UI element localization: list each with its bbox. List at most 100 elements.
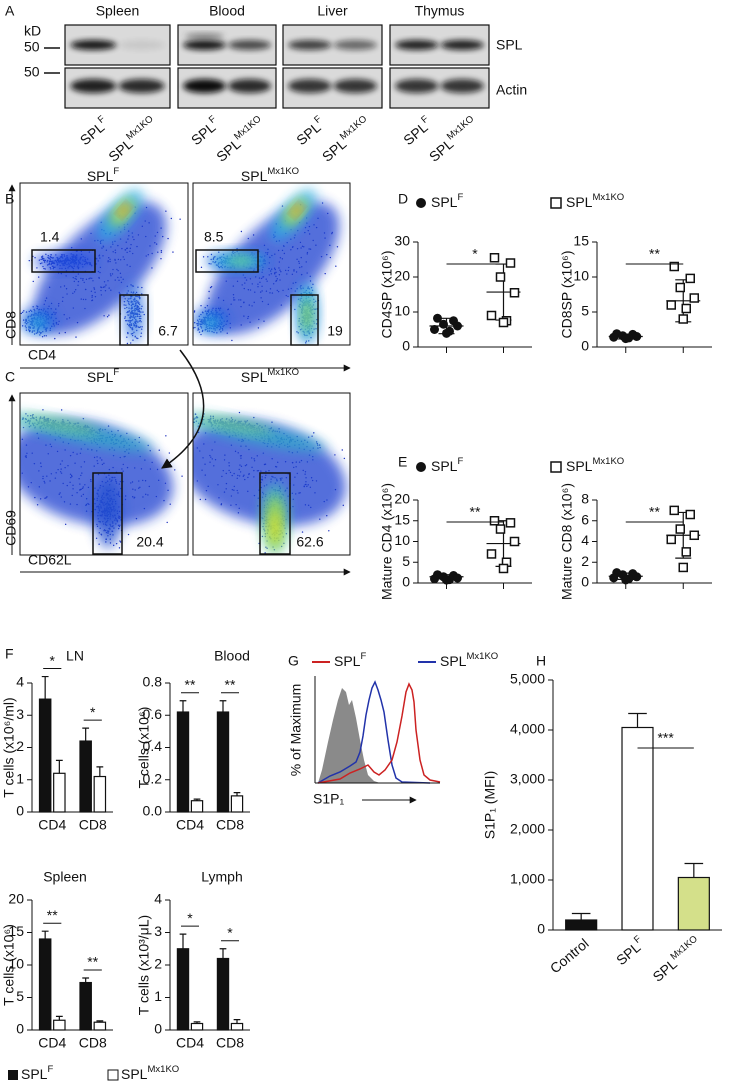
event-dot — [262, 536, 263, 537]
data-point — [621, 334, 630, 343]
label-text: SPL — [87, 369, 114, 385]
data-point — [511, 538, 519, 546]
blot-band — [119, 79, 165, 93]
event-dot — [271, 422, 272, 423]
y-tick-label: 0 — [537, 921, 545, 937]
event-dot — [43, 268, 44, 269]
event-dot — [159, 450, 160, 451]
event-dot — [203, 256, 204, 257]
x-tick-label: Control — [547, 935, 592, 976]
event-dot — [32, 306, 33, 307]
event-dot — [65, 524, 66, 525]
legend-label: SPLMx1KO — [566, 192, 624, 210]
data-point — [507, 519, 515, 527]
event-dot — [328, 530, 329, 531]
label-superscript: F — [113, 166, 119, 177]
y-tick-label: 20 — [394, 268, 410, 284]
event-dot — [342, 449, 343, 450]
label-text: SPL — [566, 458, 593, 474]
axis-label: CD69 — [3, 510, 19, 546]
data-point — [667, 301, 675, 309]
density — [270, 512, 280, 544]
data-point — [609, 573, 618, 582]
significance-label: * — [90, 704, 96, 720]
blot-band — [183, 79, 226, 93]
event-dot — [161, 252, 162, 253]
blot-band — [440, 79, 484, 93]
x-tick-label: CD8 — [216, 1035, 244, 1051]
bar — [54, 773, 65, 812]
blot-band — [395, 40, 439, 50]
axis-label: S1P₁ — [313, 791, 344, 807]
event-dot — [83, 418, 84, 419]
y-tick-label: 0 — [154, 1021, 162, 1037]
label-superscript: F — [457, 456, 463, 467]
y-tick-label: 10 — [394, 303, 410, 319]
legend-label: SPLF — [431, 192, 463, 210]
error-bar — [56, 760, 63, 773]
data-point — [676, 284, 684, 292]
panel-label: F — [5, 646, 14, 662]
event-dot — [161, 250, 162, 251]
label-text: SPL — [334, 653, 361, 669]
label-superscript: Mx1KO — [338, 113, 369, 142]
panel-label: D — [398, 191, 408, 207]
x-tick-label: CD8 — [79, 817, 107, 833]
error-bar — [628, 714, 647, 728]
event-dot — [190, 327, 191, 328]
event-dot — [311, 436, 312, 437]
label-superscript: Mx1KO — [592, 456, 624, 467]
event-dot — [23, 310, 24, 311]
label-superscript: Mx1KO — [668, 933, 699, 962]
event-dot — [13, 455, 14, 456]
data-point — [430, 574, 439, 583]
panel-label: C — [5, 369, 15, 385]
data-point — [500, 319, 508, 327]
event-dot — [17, 412, 18, 413]
event-dot — [107, 316, 108, 317]
event-dot — [61, 409, 62, 410]
x-tick-label: SPLF — [611, 933, 648, 968]
bar — [177, 712, 188, 812]
lane-label: SPLF — [399, 113, 436, 148]
density — [302, 297, 312, 333]
event-dot — [37, 504, 38, 505]
data-point — [670, 506, 678, 514]
event-dot — [160, 258, 161, 259]
gate-value: 8.5 — [204, 229, 224, 245]
y-axis-label: Mature CD4 (x10⁶) — [379, 483, 395, 600]
data-point — [439, 320, 448, 329]
blot-band — [228, 40, 271, 50]
chart-title: Blood — [214, 648, 250, 664]
x-tick-label: CD4 — [38, 817, 66, 833]
event-dot — [171, 218, 172, 219]
label-superscript: Mx1KO — [592, 192, 624, 203]
event-dot — [200, 334, 201, 335]
y-tick-label: 8 — [581, 491, 589, 507]
bar — [94, 1022, 105, 1030]
y-tick-label: 15 — [573, 233, 589, 249]
data-point — [511, 289, 519, 297]
bar — [39, 699, 50, 812]
blot-band — [333, 79, 377, 93]
label-superscript: Mx1KO — [445, 113, 476, 142]
data-point — [690, 531, 698, 539]
event-dot — [194, 310, 195, 311]
error-bar — [572, 914, 591, 921]
y-tick-label: 5 — [16, 988, 24, 1004]
blot-marker: 50 — [24, 39, 40, 55]
event-dot — [54, 338, 55, 339]
event-dot — [354, 480, 355, 481]
blot-marker: 50 — [24, 64, 40, 80]
legend-marker — [8, 1070, 18, 1080]
panel-label: B — [5, 191, 14, 207]
event-dot — [165, 435, 166, 436]
label-text: SPL — [87, 168, 114, 184]
y-tick-label: 3 — [16, 706, 24, 722]
event-dot — [172, 251, 173, 252]
x-tick-label: SPLMx1KO — [648, 933, 704, 984]
y-axis-label: T cells (x10³/μL) — [136, 915, 152, 1015]
panel-label: E — [398, 454, 407, 470]
density — [124, 283, 144, 343]
lane-label: SPLMx1KO — [104, 113, 160, 164]
